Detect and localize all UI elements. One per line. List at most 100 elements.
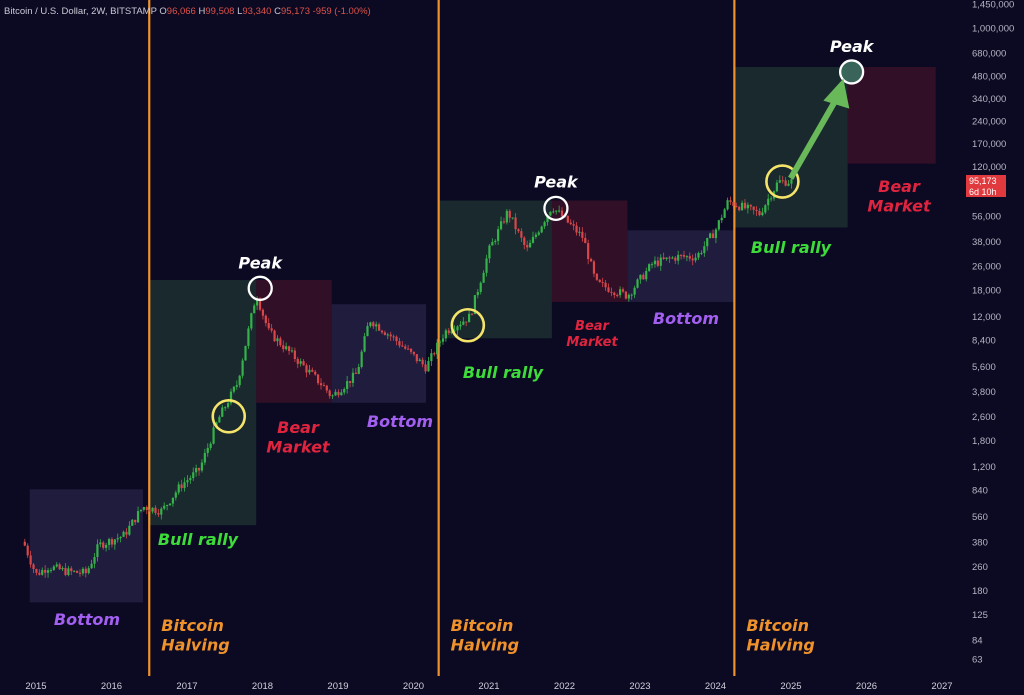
candle xyxy=(145,507,148,511)
candle xyxy=(470,313,474,315)
candle xyxy=(456,326,459,331)
y-tick-label: 480,000 xyxy=(972,71,1006,82)
candle xyxy=(770,198,773,200)
halving-label: Bitcoin Halving xyxy=(161,616,229,655)
candle xyxy=(499,221,503,230)
bear-label: Bear Market xyxy=(566,319,618,350)
candle xyxy=(409,348,413,352)
candle xyxy=(346,381,349,389)
candle xyxy=(287,346,291,352)
candle xyxy=(627,294,630,299)
y-tick-label: 125 xyxy=(972,610,988,621)
candle xyxy=(459,324,462,327)
candle xyxy=(595,273,598,280)
y-tick-label: 18,000 xyxy=(972,286,1001,297)
candle xyxy=(192,472,195,479)
candle xyxy=(38,572,41,575)
peak-marker xyxy=(247,275,273,301)
y-tick-label: 12,000 xyxy=(972,312,1001,323)
candle xyxy=(491,242,494,246)
candle xyxy=(607,287,610,292)
candle xyxy=(308,369,311,373)
candle xyxy=(212,427,215,444)
bull-label: Bull rally xyxy=(463,363,544,382)
candle xyxy=(604,282,607,288)
y-tick-label: 3,800 xyxy=(972,387,996,398)
x-tick-label: 2018 xyxy=(252,681,273,692)
candle xyxy=(494,240,497,243)
candle xyxy=(404,346,407,349)
candle xyxy=(90,563,93,569)
candle xyxy=(441,338,445,342)
x-tick-label: 2023 xyxy=(629,681,650,692)
candle xyxy=(29,555,32,565)
y-tick-label: 63 xyxy=(972,655,983,666)
halving-label: Bitcoin Halving xyxy=(746,616,814,655)
candle xyxy=(738,206,741,211)
candle xyxy=(302,361,305,366)
candle xyxy=(293,350,296,359)
candle xyxy=(685,256,688,258)
y-tick-label: 180 xyxy=(972,586,988,597)
candle xyxy=(552,211,555,213)
candle xyxy=(543,222,546,227)
candle xyxy=(253,305,256,314)
candle xyxy=(581,231,584,238)
candle xyxy=(514,217,517,230)
candle xyxy=(49,569,53,571)
candle xyxy=(447,330,450,334)
candle xyxy=(102,542,105,548)
candle xyxy=(479,282,482,292)
bear-label: Bear Market xyxy=(266,418,331,457)
y-tick-label: 5,600 xyxy=(972,362,996,373)
candle xyxy=(290,350,294,352)
candle xyxy=(377,324,381,331)
candle xyxy=(407,348,410,350)
candle xyxy=(325,385,328,391)
bear-label: Bear Market xyxy=(867,177,932,216)
candle xyxy=(531,236,535,243)
candle xyxy=(235,385,238,387)
candle xyxy=(343,388,346,393)
candle xyxy=(340,392,343,396)
candle xyxy=(276,338,279,342)
candle xyxy=(285,346,288,350)
candle xyxy=(139,509,143,512)
x-axis: 2015 2016 2017 2018 2019 2020 2021 2022 2023 2024… xyxy=(25,681,952,692)
candle xyxy=(523,237,526,245)
candle xyxy=(256,300,259,306)
candle xyxy=(401,345,404,347)
bar-countdown: 6d 10h xyxy=(969,186,997,197)
candle xyxy=(706,237,709,247)
candle xyxy=(177,484,180,493)
bull-zone xyxy=(734,67,848,228)
candle xyxy=(709,233,712,238)
candle xyxy=(328,390,331,396)
candle xyxy=(723,209,726,218)
candle xyxy=(75,570,79,573)
candle xyxy=(572,224,575,226)
candle xyxy=(749,204,752,207)
bull-label: Bull rally xyxy=(751,238,832,257)
x-tick-label: 2027 xyxy=(931,681,952,692)
candle xyxy=(729,200,732,203)
candle xyxy=(148,510,151,512)
candle xyxy=(616,295,619,297)
candle xyxy=(755,209,758,211)
bottom-label: Bottom xyxy=(653,309,719,328)
candle xyxy=(270,328,273,331)
y-tick-label: 380 xyxy=(972,537,988,548)
candle xyxy=(418,359,421,362)
candle xyxy=(619,289,622,296)
candle xyxy=(166,505,169,507)
candle xyxy=(134,519,137,523)
y-tick-label: 260 xyxy=(972,562,988,573)
high-value: 99,508 xyxy=(205,6,235,17)
candle xyxy=(78,572,82,574)
candle xyxy=(296,358,299,364)
candle xyxy=(55,564,58,567)
change-value: -959 (-1.00%) xyxy=(312,6,371,17)
candle xyxy=(433,353,436,355)
peak-marker xyxy=(838,59,865,85)
